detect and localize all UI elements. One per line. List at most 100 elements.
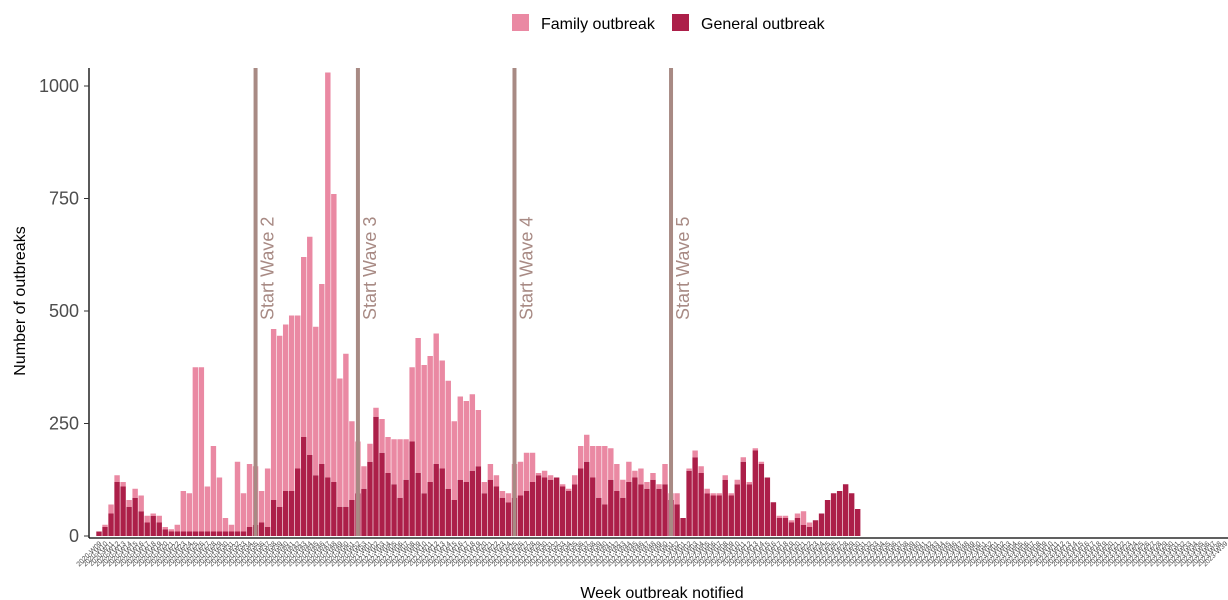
bar-family-outbreak [409, 367, 415, 442]
bar-family-outbreak [144, 515, 150, 523]
legend: Family outbreak General outbreak [512, 14, 826, 33]
bar-general-outbreak [258, 522, 265, 536]
bar-family-outbreak [788, 520, 795, 523]
bar-general-outbreak [451, 500, 457, 536]
bar-general-outbreak [379, 452, 385, 536]
bar-family-outbreak [174, 524, 180, 532]
bar-general-outbreak [626, 482, 632, 536]
bar-family-outbreak [258, 491, 265, 523]
bar-general-outbreak [752, 450, 759, 536]
bar-family-outbreak [325, 72, 331, 478]
bar-family-outbreak [692, 450, 698, 458]
bar-general-outbreak [288, 491, 295, 536]
bar-general-outbreak [794, 518, 801, 536]
bar-general-outbreak [475, 466, 482, 536]
bar-general-outbreak [403, 479, 409, 536]
bar-general-outbreak [391, 484, 397, 536]
bar-general-outbreak [325, 477, 331, 536]
bar-general-outbreak [439, 468, 445, 536]
bar-general-outbreak [656, 488, 662, 536]
bar-family-outbreak [584, 434, 590, 462]
bar-general-outbreak [770, 502, 777, 536]
bar-general-outbreak [541, 477, 548, 536]
bar-general-outbreak [559, 486, 566, 536]
bar-general-outbreak [264, 527, 271, 536]
bar-family-outbreak [192, 367, 199, 532]
bar-family-outbreak [596, 446, 602, 498]
bar-family-outbreak [222, 518, 229, 532]
bar-family-outbreak [722, 475, 728, 480]
y-tick-label: 0 [69, 526, 79, 546]
legend-swatch-general [672, 14, 689, 31]
annotations-group: Start Wave 2 Start Wave 3 Start Wave 4 Star… [253, 68, 693, 536]
bar-general-outbreak [168, 531, 174, 536]
bar-family-outbreak [282, 324, 289, 491]
bar-general-outbreak [674, 504, 680, 536]
bar-general-outbreak [523, 491, 530, 536]
bar-family-outbreak [343, 353, 349, 507]
bar-general-outbreak [114, 482, 120, 536]
bar-family-outbreak [373, 407, 379, 417]
bar-general-outbreak [788, 522, 795, 536]
legend-swatch-family [512, 14, 529, 31]
bar-general-outbreak [463, 482, 470, 536]
bar-family-outbreak [734, 479, 740, 485]
bar-family-outbreak [674, 493, 680, 505]
bar-family-outbreak [198, 367, 205, 532]
bar-general-outbreak [457, 479, 463, 536]
bar-general-outbreak [638, 484, 644, 536]
bar-general-outbreak [734, 484, 740, 536]
bar-family-outbreak [493, 475, 500, 487]
bar-family-outbreak [132, 488, 138, 498]
bar-family-outbreak [168, 529, 174, 532]
bar-family-outbreak [782, 515, 789, 518]
bar-general-outbreak [156, 522, 162, 536]
bar-family-outbreak [276, 335, 283, 507]
bar-general-outbreak [433, 464, 439, 536]
bar-general-outbreak [764, 477, 771, 536]
bar-family-outbreak [301, 257, 307, 437]
bar-family-outbreak [457, 396, 463, 480]
bar-general-outbreak [319, 464, 325, 536]
bar-general-outbreak [126, 506, 132, 536]
bar-family-outbreak [180, 491, 187, 532]
bar-general-outbreak [192, 531, 199, 536]
bar-general-outbreak [295, 468, 301, 536]
bar-general-outbreak [842, 484, 849, 536]
bar-general-outbreak [445, 488, 451, 536]
bar-general-outbreak [650, 479, 656, 536]
bar-family-outbreak [391, 439, 397, 485]
bar-family-outbreak [108, 504, 114, 514]
bar-family-outbreak [204, 486, 211, 532]
wave-label-5: Start Wave 5 [673, 217, 693, 320]
bar-general-outbreak [692, 457, 698, 536]
bar-general-outbreak [505, 502, 512, 536]
bar-general-outbreak [415, 473, 421, 536]
bar-general-outbreak [361, 488, 367, 536]
bar-family-outbreak [632, 470, 638, 478]
bar-family-outbreak [800, 511, 807, 525]
bar-general-outbreak [228, 531, 235, 536]
bar-family-outbreak [578, 446, 584, 469]
bar-family-outbreak [608, 448, 614, 480]
bar-family-outbreak [156, 515, 162, 523]
bar-general-outbreak [758, 464, 765, 536]
bar-general-outbreak [529, 482, 536, 536]
bar-family-outbreak [234, 461, 241, 532]
axes: 0 250 500 750 1000 [39, 68, 1228, 546]
bar-general-outbreak [602, 504, 608, 536]
bar-family-outbreak [331, 194, 337, 482]
bar-family-outbreak [349, 421, 355, 500]
y-tick-label: 750 [49, 189, 79, 209]
y-tick-label: 250 [49, 414, 79, 434]
bar-family-outbreak [806, 522, 813, 527]
bar-family-outbreak [397, 439, 403, 498]
bar-family-outbreak [505, 493, 512, 503]
bar-general-outbreak [301, 437, 307, 536]
bar-family-outbreak [120, 482, 126, 487]
bar-general-outbreak [596, 497, 602, 536]
bar-family-outbreak [776, 515, 783, 518]
bar-family-outbreak [445, 380, 451, 489]
bar-general-outbreak [397, 497, 403, 536]
